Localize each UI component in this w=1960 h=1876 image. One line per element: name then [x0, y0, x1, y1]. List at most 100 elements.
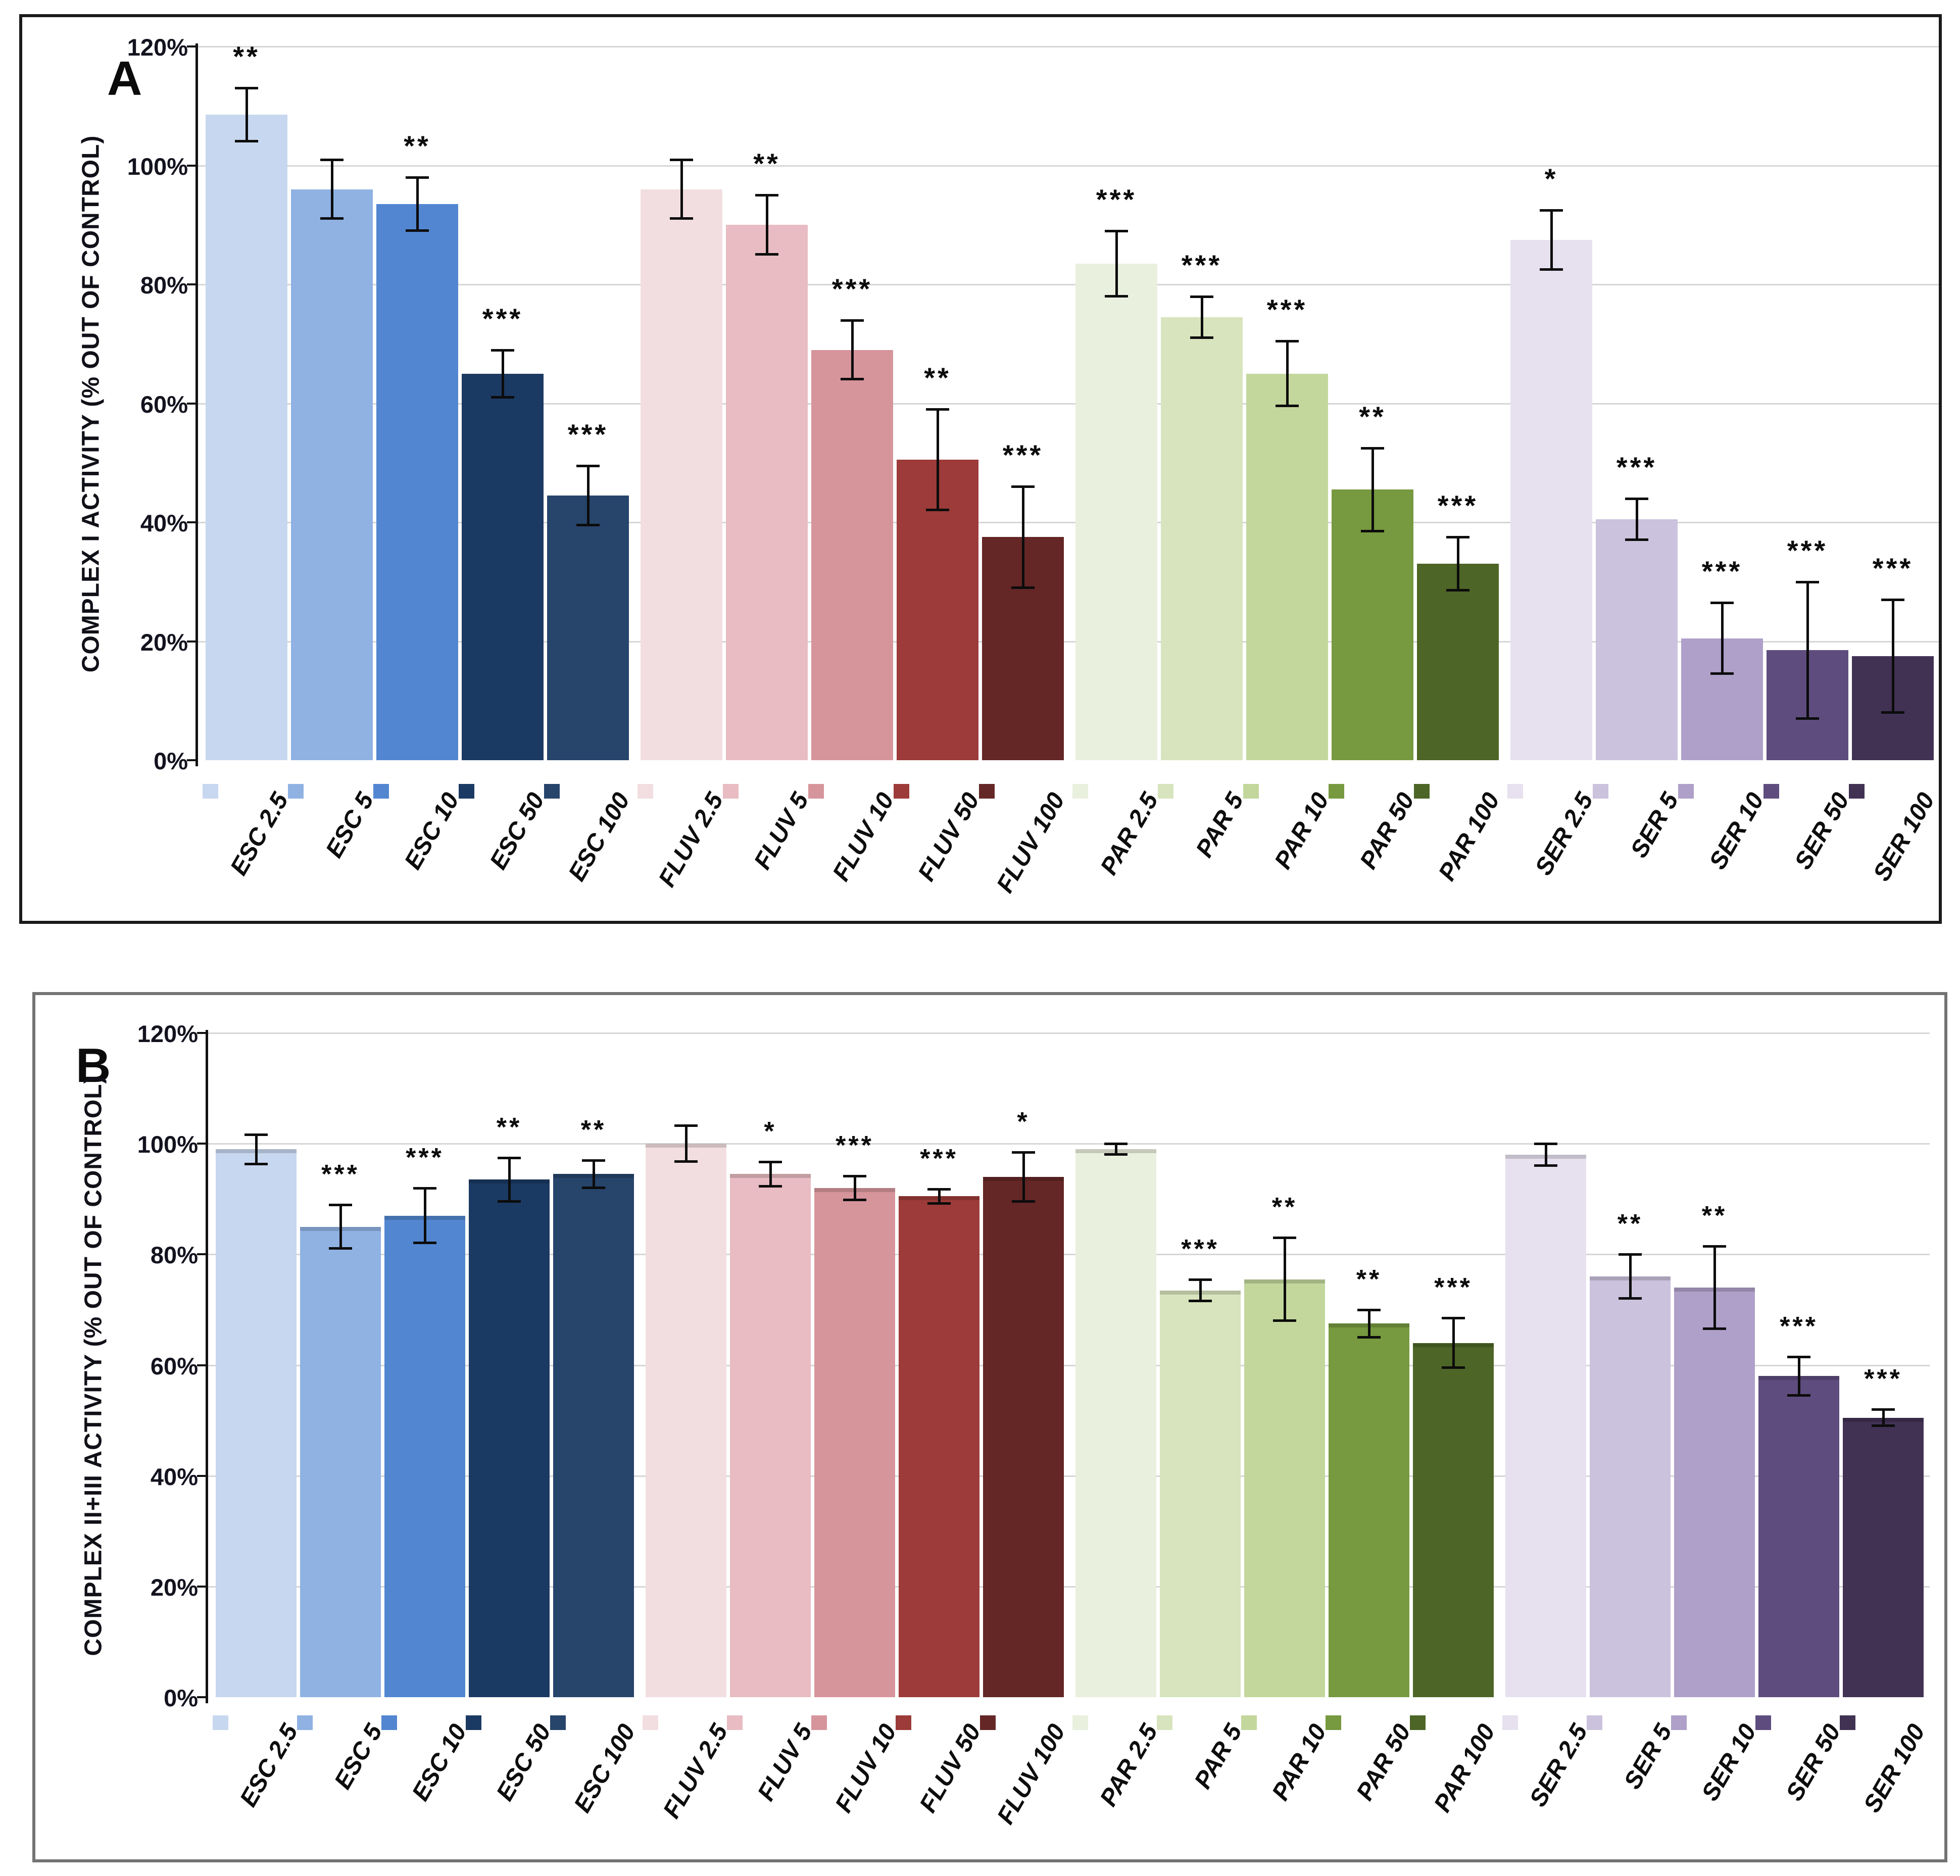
- error-cap-bottom-b-fluv-100: [1012, 1200, 1035, 1203]
- y-tick-a-60: [187, 402, 197, 405]
- error-cap-top-b-ser-2-5: [1534, 1143, 1557, 1146]
- error-cap-top-a-fluv-2-5: [670, 158, 693, 161]
- error-cap-bottom-b-par-2-5: [1104, 1153, 1128, 1156]
- error-cap-top-a-fluv-100: [1011, 485, 1035, 488]
- bar-b-fluv-100: [983, 1176, 1064, 1697]
- gridline-a-60: [198, 403, 1939, 405]
- error-cap-bottom-a-par-10: [1276, 405, 1299, 408]
- significance-a-par-50: **: [1359, 400, 1386, 432]
- legend-swatch-b-fluv-5: [727, 1715, 743, 1730]
- error-bar-a-par-5: [1200, 296, 1203, 338]
- gridline-a-120: [198, 46, 1939, 47]
- significance-a-fluv-100: ***: [1002, 439, 1044, 471]
- significance-a-par-100: ***: [1437, 489, 1479, 522]
- error-cap-bottom-b-ser-50: [1787, 1394, 1810, 1397]
- y-tick-b-100: [197, 1143, 207, 1145]
- y-tick-label-a-0: 0%: [154, 748, 188, 774]
- legend-swatch-a-fluv-50: [894, 784, 909, 799]
- error-cap-bottom-a-ser-10: [1710, 672, 1734, 675]
- significance-a-esc-2-5: **: [233, 40, 260, 73]
- y-tick-label-a-20: 20%: [140, 628, 188, 656]
- y-tick-a-80: [187, 283, 197, 285]
- bar-b-esc-50: [469, 1179, 550, 1697]
- error-bar-a-ser-100: [1891, 600, 1894, 713]
- error-cap-top-a-par-50: [1361, 447, 1384, 450]
- error-cap-bottom-a-ser-50: [1796, 717, 1819, 720]
- significance-a-esc-100: ***: [567, 418, 609, 451]
- error-cap-bottom-a-fluv-50: [926, 509, 949, 512]
- error-cap-bottom-b-fluv-2-5: [674, 1160, 698, 1163]
- bar-b-fluv-50: [899, 1196, 979, 1697]
- legend-swatch-b-ser-2-5: [1502, 1715, 1518, 1730]
- gridline-b-40: [208, 1475, 1930, 1477]
- legend-swatch-b-par-10: [1241, 1715, 1257, 1730]
- significance-a-par-2-5: ***: [1096, 183, 1137, 216]
- y-tick-label-b-40: 40%: [150, 1463, 198, 1490]
- bar-a-esc-5: [291, 189, 373, 760]
- error-cap-bottom-a-ser-2-5: [1540, 268, 1563, 271]
- y-tick-label-b-120: 120%: [137, 1020, 198, 1047]
- significance-a-ser-5: ***: [1616, 451, 1657, 483]
- error-cap-top-b-fluv-50: [927, 1188, 951, 1191]
- error-cap-top-b-esc-50: [498, 1156, 521, 1159]
- error-bar-a-ser-10: [1721, 602, 1724, 674]
- error-cap-bottom-a-fluv-5: [755, 253, 778, 256]
- legend-swatch-a-ser-50: [1763, 784, 1779, 799]
- legend-swatch-b-par-100: [1410, 1715, 1426, 1730]
- bar-b-esc-100: [553, 1174, 634, 1697]
- significance-b-par-50: **: [1356, 1264, 1382, 1294]
- error-bar-b-esc-50: [508, 1157, 511, 1202]
- bar-b-ser-10: [1674, 1288, 1755, 1697]
- error-bar-a-par-10: [1286, 340, 1289, 407]
- error-cap-bottom-b-esc-50: [498, 1200, 521, 1203]
- error-cap-bottom-a-par-50: [1361, 529, 1384, 532]
- y-tick-label-b-20: 20%: [150, 1573, 198, 1601]
- legend-swatch-a-par-2-5: [1072, 784, 1088, 799]
- error-cap-top-a-esc-2-5: [235, 87, 258, 90]
- y-tick-label-b-100: 100%: [137, 1131, 198, 1158]
- error-cap-bottom-a-ser-5: [1625, 538, 1648, 541]
- significance-a-esc-50: ***: [482, 302, 523, 334]
- error-cap-bottom-b-fluv-50: [927, 1202, 951, 1205]
- bar-b-fluv-10: [814, 1188, 895, 1697]
- legend-swatch-a-fluv-10: [808, 784, 824, 799]
- significance-a-ser-2-5: *: [1544, 162, 1558, 194]
- legend-swatch-b-fluv-100: [980, 1715, 996, 1730]
- bar-b-esc-10: [384, 1215, 465, 1697]
- gridline-a-20: [198, 640, 1939, 643]
- error-cap-top-b-esc-10: [413, 1187, 436, 1190]
- y-tick-b-40: [197, 1474, 207, 1477]
- error-bar-b-fluv-50: [938, 1189, 941, 1204]
- significance-b-ser-100: ***: [1864, 1364, 1902, 1394]
- bar-a-fluv-5: [726, 225, 808, 760]
- bar-a-esc-100: [547, 496, 629, 760]
- legend-swatch-b-par-5: [1157, 1715, 1172, 1730]
- error-bar-b-par-50: [1367, 1309, 1370, 1338]
- error-cap-bottom-b-fluv-5: [759, 1184, 782, 1188]
- bar-b-fluv-2-5: [646, 1144, 726, 1697]
- bar-b-ser-2-5: [1505, 1155, 1586, 1697]
- error-cap-bottom-a-esc-10: [406, 229, 429, 232]
- bar-b-par-2-5: [1075, 1149, 1156, 1697]
- error-bar-b-par-10: [1283, 1238, 1286, 1321]
- error-bar-b-fluv-100: [1022, 1152, 1025, 1202]
- gridline-a-40: [198, 522, 1939, 523]
- significance-a-esc-10: **: [404, 130, 431, 162]
- bar-a-esc-2-5: [206, 115, 287, 760]
- y-tick-label-a-120: 120%: [127, 34, 188, 61]
- y-tick-label-b-0: 0%: [164, 1685, 198, 1711]
- error-bar-a-esc-50: [501, 350, 504, 398]
- legend-swatch-a-ser-10: [1678, 784, 1694, 799]
- error-bar-b-ser-100: [1882, 1409, 1885, 1426]
- gridline-b-120: [208, 1032, 1930, 1034]
- significance-b-par-5: ***: [1181, 1234, 1219, 1264]
- error-cap-top-b-fluv-10: [843, 1174, 866, 1177]
- error-cap-bottom-a-par-5: [1190, 336, 1213, 339]
- error-cap-bottom-b-par-100: [1442, 1366, 1465, 1369]
- legend-swatch-a-fluv-100: [979, 784, 995, 799]
- legend-swatch-a-par-5: [1158, 784, 1173, 799]
- bar-b-par-5: [1160, 1290, 1241, 1697]
- bar-a-par-10: [1246, 373, 1328, 760]
- error-cap-bottom-a-fluv-10: [841, 378, 864, 381]
- y-tick-label-b-60: 60%: [150, 1352, 198, 1379]
